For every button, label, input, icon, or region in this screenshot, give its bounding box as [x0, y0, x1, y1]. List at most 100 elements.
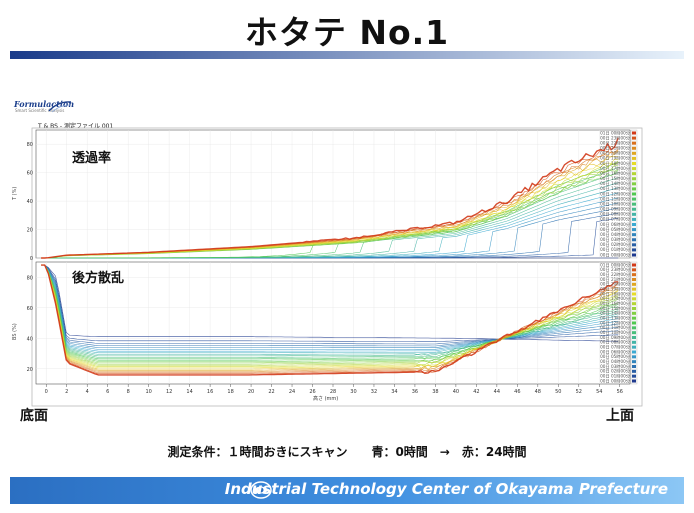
x-tick-label: 18 [227, 389, 233, 395]
legend-label: 00日 20時00分 [600, 281, 631, 288]
legend-label: 00日 01時00分 [600, 246, 631, 253]
legend-label: 01日 00時00分 [600, 261, 631, 268]
transmission-curves [41, 137, 619, 259]
bs-series-line [41, 264, 619, 374]
y-tick-label: 20 [27, 367, 33, 373]
x-tick-label: 28 [330, 389, 336, 395]
legend-label: 00日 03時00分 [600, 236, 631, 243]
legend-label: 00日 17時00分 [600, 295, 631, 302]
legend-label: 00日 12時00分 [600, 190, 631, 197]
legend-swatch [632, 326, 636, 330]
backscatter-curves [41, 264, 619, 376]
legend-label: 00日 15時00分 [600, 305, 631, 312]
x-axis-ticks: 0 2 4 6 8 10 12 14 16 18 20 22 24 26 28 30 32 34 36 38 40 42 4… [45, 384, 623, 395]
bs-series-line [41, 264, 619, 345]
legend-label: 00日 13時00分 [600, 185, 631, 192]
x-tick-label: 46 [514, 389, 520, 395]
legend-swatch [632, 278, 636, 281]
legend-swatch [632, 297, 636, 301]
legend-swatch [632, 365, 636, 368]
legend-swatch [632, 379, 636, 383]
legend-label: 00日 20時00分 [600, 150, 631, 157]
x-tick-label: 38 [432, 389, 438, 395]
legend-swatch [632, 345, 636, 349]
bottom-side-label: 底面 [20, 408, 48, 424]
bs-series-line [41, 264, 619, 360]
slide-title: ホタテ No.1 [244, 13, 450, 52]
legend-swatch [632, 350, 636, 354]
x-tick-label: 14 [186, 389, 192, 395]
legend-swatch [632, 182, 636, 186]
legend-swatch [632, 136, 636, 140]
legend-label: 00日 05時00分 [600, 353, 631, 360]
bs-series-line [41, 264, 619, 352]
backscatter-panel-label: 後方散乱 [72, 270, 124, 286]
legend-label: 00日 14時00分 [600, 180, 631, 187]
x-tick-label: 56 [617, 389, 623, 395]
legend-label: 00日 23時00分 [600, 134, 631, 141]
bs-series-line [41, 264, 619, 376]
legend-swatch [632, 151, 636, 155]
bs-series-line [41, 264, 619, 342]
legend-label: 00日 14時00分 [600, 310, 631, 317]
y-tick-label: 60 [27, 171, 33, 177]
legend-swatch [632, 369, 636, 373]
x-tick-label: 22 [268, 389, 274, 395]
legend-swatch [632, 223, 636, 226]
legend-swatch [632, 192, 636, 196]
legend-label: 00日 02時00分 [600, 241, 631, 248]
bs-series-line [41, 264, 619, 366]
legend-swatch [632, 207, 636, 211]
legend-swatch [632, 228, 636, 232]
legend-label: 00日 09時00分 [600, 334, 631, 341]
x-tick-label: 50 [555, 389, 561, 395]
x-tick-label: 2 [65, 389, 68, 395]
title-underline-bar [10, 51, 684, 59]
legend-swatch [632, 263, 636, 267]
x-tick-label: 40 [453, 389, 459, 395]
legend-label: 00日 01時00分 [600, 372, 631, 379]
legend-swatch [632, 360, 636, 364]
x-tick-label: 36 [412, 389, 418, 395]
window-caption: T & BS - 測定ファイル 001 [38, 123, 114, 130]
x-tick-label: 32 [371, 389, 377, 395]
transmission-panel-label: 透過率 [72, 150, 111, 166]
legend-swatch [632, 146, 636, 150]
legend-swatch [632, 243, 636, 247]
x-tick-label: 52 [576, 389, 582, 395]
legend-swatch [632, 292, 636, 296]
legend-label: 00日 08時00分 [600, 339, 631, 346]
x-tick-label: 0 [45, 389, 48, 395]
legend-label: 00日 21時00分 [600, 145, 631, 152]
legend-label: 00日 15時00分 [600, 175, 631, 182]
t-series-line [41, 137, 619, 259]
x-tick-label: 24 [289, 389, 295, 395]
bs-series-line [41, 264, 619, 373]
legend-label: 00日 16時00分 [600, 170, 631, 177]
legend-label: 00日 08時00分 [600, 211, 631, 218]
legend-label: 00日 16時00分 [600, 300, 631, 307]
legend-label: 00日 05時00分 [600, 226, 631, 233]
logo-tagline: Smart Scientific Analysis [15, 108, 65, 113]
legend-label: 00日 22時00分 [600, 139, 631, 146]
legend-label: 00日 18時00分 [600, 290, 631, 297]
legend-label: 00日 21時00分 [600, 276, 631, 283]
x-tick-label: 20 [248, 389, 254, 395]
legend-swatch [632, 202, 636, 206]
legend-swatch [632, 197, 636, 201]
bs-series-line [41, 264, 619, 371]
bs-series-line [41, 264, 619, 367]
legend-swatch [632, 212, 636, 216]
legend-swatch [632, 131, 636, 135]
legend-swatch [632, 331, 636, 335]
x-tick-label: 44 [494, 389, 500, 395]
legend-swatch [632, 355, 636, 359]
x-tick-label: 26 [309, 389, 315, 395]
legend-label: 01日 00時00分 [600, 129, 631, 136]
x-tick-label: 42 [473, 389, 479, 395]
legend-swatch [632, 268, 636, 272]
bs-series-line [41, 264, 619, 355]
legend-label: 00日 10時00分 [600, 329, 631, 336]
